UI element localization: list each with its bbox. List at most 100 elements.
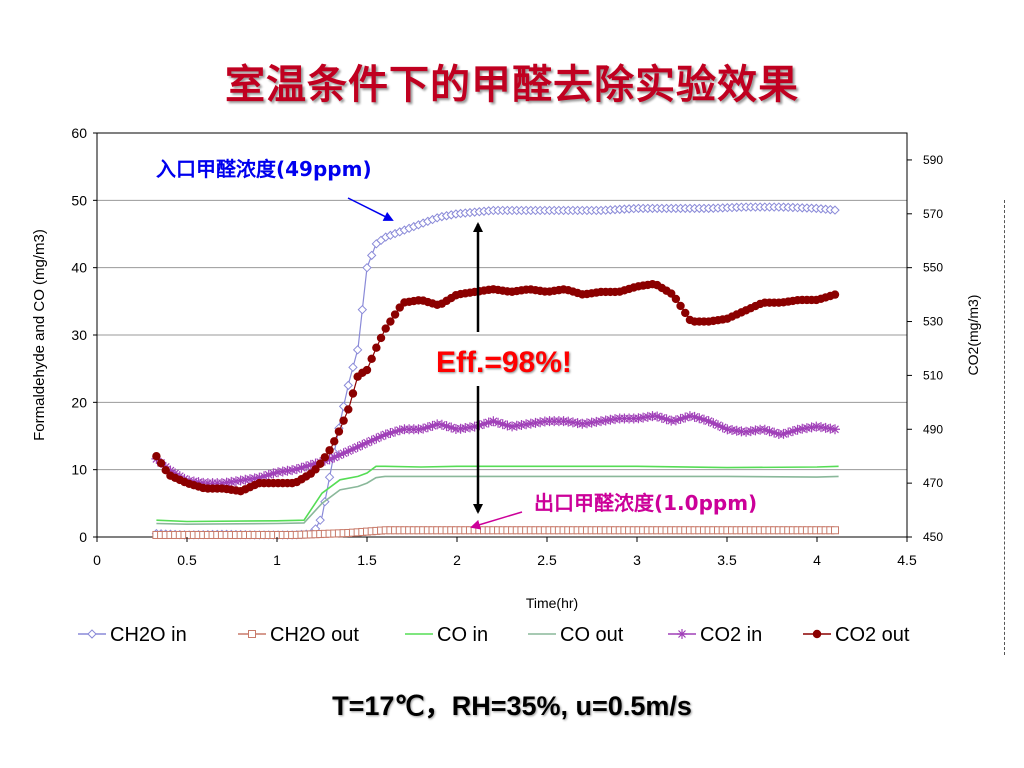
data-point xyxy=(497,419,508,430)
chart-legend: CH2O in CH2O out CO in CO out CO2 in CO2 out xyxy=(78,624,910,646)
data-point xyxy=(344,405,353,414)
chart-axes: 0 10 20 30 40 50 60 450 470 490 510 530 550 570 590 0 0.… xyxy=(31,125,981,611)
legend-entry-co2-out: CO2 out xyxy=(803,624,910,646)
legend-swatch-marker xyxy=(812,629,822,639)
experiment-conditions: T=17℃，RH=35%, u=0.5m/s xyxy=(332,691,692,721)
data-point xyxy=(235,475,246,486)
data-point xyxy=(366,250,377,261)
data-point xyxy=(254,472,265,483)
x-tick-label: 2 xyxy=(453,552,461,568)
legend-entry-co2-in: CO2 in xyxy=(668,624,762,646)
data-point xyxy=(376,333,386,343)
efficiency-label: Eff.=98%! xyxy=(436,346,572,379)
data-point xyxy=(240,474,251,485)
data-point xyxy=(741,426,752,437)
data-point xyxy=(316,459,325,468)
legend-entry-co-in: CO in xyxy=(405,624,488,646)
data-point xyxy=(310,458,321,469)
legend-label: CO2 in xyxy=(700,624,762,646)
y2-tick-label: 490 xyxy=(923,422,943,436)
data-point xyxy=(806,422,817,433)
y2-axis-label: CO2(mg/m3) xyxy=(965,295,981,376)
y2-tick-label: 550 xyxy=(923,261,943,275)
data-point xyxy=(671,294,681,304)
x-tick-label: 3 xyxy=(633,552,641,568)
data-point xyxy=(596,416,606,427)
data-point xyxy=(324,472,335,482)
data-point xyxy=(787,426,798,437)
data-point xyxy=(315,515,325,525)
data-point xyxy=(273,467,284,478)
data-point xyxy=(268,468,279,479)
data-point xyxy=(320,453,330,462)
x-tick-label: 0 xyxy=(93,552,101,568)
data-point xyxy=(362,365,372,375)
y-tick-label: 30 xyxy=(71,327,87,343)
data-point xyxy=(783,427,794,438)
x-tick-label: 2.5 xyxy=(537,552,557,568)
data-point xyxy=(347,444,358,455)
formaldehyde-removal-chart: 0 10 20 30 40 50 60 450 470 490 510 530 550 570 590 0 0.… xyxy=(31,125,981,646)
y2-tick-label: 590 xyxy=(923,153,943,167)
x-tick-label: 4.5 xyxy=(897,552,917,568)
data-point xyxy=(348,389,358,398)
data-point xyxy=(830,205,840,215)
data-point xyxy=(681,308,690,318)
series-line xyxy=(156,465,839,523)
data-point xyxy=(343,446,354,457)
data-point xyxy=(572,418,583,429)
data-point xyxy=(731,425,742,436)
data-point xyxy=(357,439,368,450)
data-point xyxy=(324,454,335,465)
data-point xyxy=(830,424,840,435)
data-point xyxy=(778,428,789,439)
data-point xyxy=(329,452,340,463)
data-point xyxy=(339,416,348,425)
data-point xyxy=(698,414,709,425)
legend-entry-ch2o-out: CH2O out xyxy=(238,624,359,646)
data-point xyxy=(633,413,644,424)
x-tick-label: 0.5 xyxy=(177,552,197,568)
data-point xyxy=(474,420,485,431)
data-point xyxy=(694,413,705,424)
series-co-in xyxy=(156,465,839,523)
data-point xyxy=(338,448,349,459)
data-point xyxy=(362,262,372,273)
data-point xyxy=(330,437,339,446)
y-tick-label: 60 xyxy=(71,125,87,141)
data-point xyxy=(263,469,274,480)
data-point xyxy=(427,420,438,431)
data-point xyxy=(591,416,602,427)
data-point xyxy=(334,427,344,436)
legend-label: CO in xyxy=(437,624,488,646)
data-point xyxy=(684,411,695,422)
data-point xyxy=(343,380,353,391)
data-point xyxy=(483,417,494,428)
data-point xyxy=(357,304,368,315)
data-point xyxy=(717,422,728,433)
series-co-out xyxy=(156,475,839,526)
data-point xyxy=(656,412,667,423)
data-point xyxy=(764,426,775,437)
data-point xyxy=(381,324,390,333)
data-point xyxy=(170,468,181,479)
data-point xyxy=(675,413,686,424)
data-point xyxy=(455,423,466,434)
data-point xyxy=(193,477,204,488)
efficiency-label-background xyxy=(430,338,596,382)
data-point xyxy=(325,446,334,455)
data-point xyxy=(436,419,447,430)
data-point xyxy=(376,431,387,442)
data-point xyxy=(830,290,840,299)
data-point xyxy=(661,414,672,425)
data-point xyxy=(759,424,770,435)
data-point xyxy=(727,425,738,436)
data-point xyxy=(352,441,363,452)
data-point xyxy=(722,424,733,435)
y-tick-label: 20 xyxy=(71,394,87,410)
legend-entry-ch2o-in: CH2O in xyxy=(78,624,187,646)
y-tick-label: 50 xyxy=(71,192,87,208)
legend-swatch-marker xyxy=(677,629,687,639)
data-point xyxy=(418,423,429,434)
data-point xyxy=(245,474,255,485)
